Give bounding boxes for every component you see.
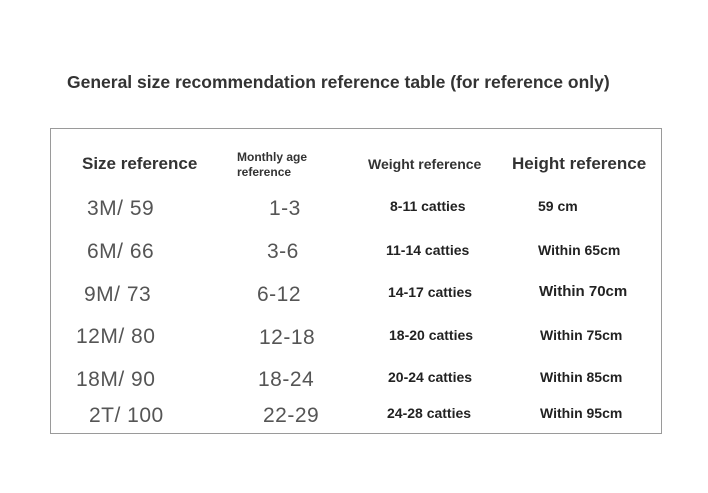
table-row-height: Within 85cm [540,369,623,385]
table-row-height: 59 cm [538,198,578,214]
table-row-size: 6M/ 66 [87,240,155,263]
header-height-reference: Height reference [512,154,647,173]
table-row-age: 6-12 [257,283,302,306]
table-row-weight: 14-17 catties [388,284,473,300]
table-row-weight: 8-11 catties [390,198,466,214]
table-row-weight: 11-14 catties [386,242,470,258]
header-monthly-age-line1: Monthly age [237,150,308,164]
header-monthly-age-line2: reference [237,165,292,179]
table-row-weight: 20-24 catties [388,369,473,385]
table-row-size: 9M/ 73 [84,283,152,306]
table-row-weight: 24-28 catties [387,405,472,421]
table-row-size: 2T/ 100 [89,404,164,427]
table-row-height: Within 75cm [540,327,623,343]
table-row-age: 18-24 [258,368,315,391]
table-title: General size recommendation reference ta… [67,72,610,92]
table-row-age: 22-29 [263,404,320,427]
header-weight-reference: Weight reference [368,156,482,172]
header-size-reference: Size reference [82,154,198,173]
table-row-size: 12M/ 80 [76,325,156,348]
table-row-height: Within 95cm [540,405,623,421]
table-row-age: 12-18 [259,326,316,349]
table-row-height: Within 65cm [538,242,621,258]
table-row-weight: 18-20 catties [389,327,474,343]
size-table-frame [50,128,662,434]
table-row-height: Within 70cm [539,283,628,300]
table-row-age: 3-6 [267,240,299,263]
table-row-size: 18M/ 90 [76,368,156,391]
table-row-age: 1-3 [269,197,301,220]
table-row-size: 3M/ 59 [87,197,155,220]
